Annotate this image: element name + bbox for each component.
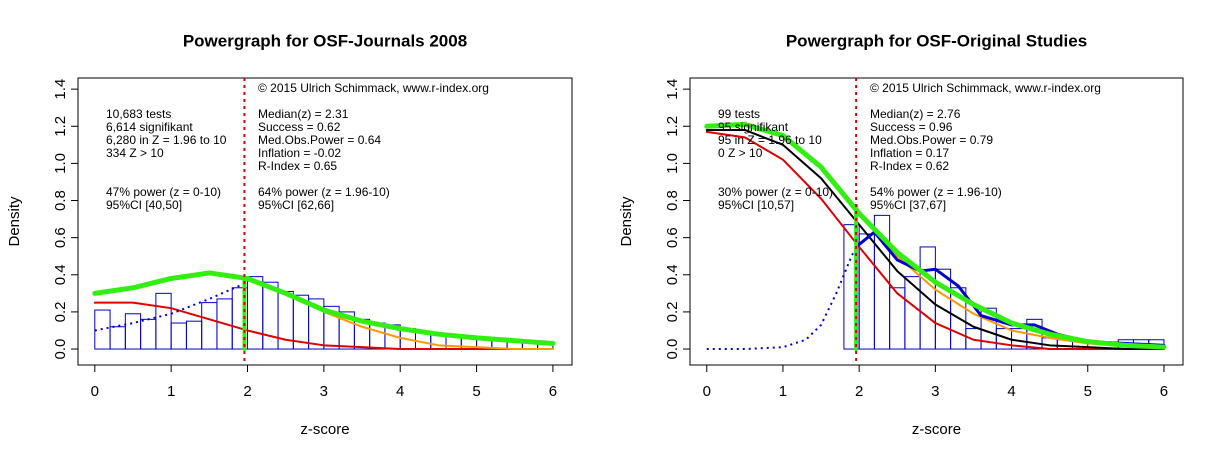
x-tick-label: 4 <box>1007 383 1015 400</box>
y-tick-label: 0.4 <box>664 264 681 285</box>
note-left: 10,683 tests <box>106 107 171 121</box>
note-right: 95%CI [37,67] <box>870 198 946 212</box>
note-left: 95 signifikant <box>718 120 789 134</box>
copyright: © 2015 Ulrich Schimmack, www.r-index.org <box>870 81 1101 95</box>
x-tick-label: 3 <box>931 383 939 400</box>
note-left: 334 Z > 10 <box>106 146 164 160</box>
note-left: 6,614 signifikant <box>106 120 193 134</box>
histogram-bar <box>170 322 187 350</box>
x-tick-label: 1 <box>779 383 787 400</box>
density-curve <box>705 128 1165 351</box>
y-tick-label: 0.2 <box>664 301 681 322</box>
y-axis-label: Density <box>6 196 23 247</box>
note-right: Med.Obs.Power = 0.79 <box>870 133 993 147</box>
density-curve <box>93 301 554 351</box>
chart-title: Powergraph for OSF-Original Studies <box>786 31 1087 50</box>
note-right: Inflation = 0.17 <box>870 146 949 160</box>
note-left: 0 Z > 10 <box>718 146 763 160</box>
x-tick-label: 2 <box>855 383 863 400</box>
histogram-bar <box>124 313 142 350</box>
note-left: 47% power (z = 0-10) <box>106 185 221 199</box>
y-tick-label: 0.0 <box>664 339 681 360</box>
note-right: Median(z) = 2.76 <box>870 107 961 121</box>
density-curve <box>92 270 556 346</box>
chart-panel: Powergraph for OSF-Original Studies z-sco… <box>618 31 1184 438</box>
density-curve <box>705 130 1165 351</box>
note-left: 95%CI [10,57] <box>718 198 794 212</box>
histogram-bar <box>873 214 891 350</box>
histogram-bar <box>140 318 157 350</box>
y-tick-label: 1.0 <box>664 153 681 174</box>
y-tick-label: 0.8 <box>664 190 681 211</box>
x-tick-label: 5 <box>472 383 480 400</box>
note-right: Success = 0.96 <box>870 120 953 134</box>
y-tick-label: 0.6 <box>52 227 69 248</box>
y-tick-label: 1.2 <box>664 116 681 137</box>
x-axis-label: z-score <box>300 421 349 438</box>
x-tick-label: 6 <box>549 383 557 400</box>
x-tick-label: 4 <box>396 383 404 400</box>
x-tick-label: 3 <box>320 383 328 400</box>
y-tick-label: 1.0 <box>52 153 69 174</box>
x-tick-label: 0 <box>703 383 711 400</box>
note-right: 64% power (z = 1.96-10) <box>258 185 390 199</box>
y-tick-label: 0.8 <box>52 190 69 211</box>
histogram-bar <box>201 302 218 350</box>
y-tick-label: 1.2 <box>52 116 69 137</box>
density-curve <box>704 121 1167 350</box>
chart-title: Powergraph for OSF-Journals 2008 <box>183 31 467 50</box>
histogram-bar <box>109 326 126 350</box>
note-left: 99 tests <box>718 107 760 121</box>
note-left: 95 in Z = 1.96 to 10 <box>718 133 822 147</box>
histogram-bar <box>185 320 203 350</box>
histogram-bar <box>155 292 172 350</box>
note-left: 95%CI [40,50] <box>106 198 182 212</box>
y-tick-label: 1.4 <box>664 79 681 100</box>
y-tick-label: 0.0 <box>52 339 69 360</box>
y-tick-label: 0.2 <box>52 301 69 322</box>
note-left: 6,280 in Z = 1.96 to 10 <box>106 133 227 147</box>
plot-box <box>689 77 1184 366</box>
note-right: Success = 0.62 <box>258 120 341 134</box>
note-right: R-Index = 0.62 <box>870 159 949 173</box>
note-right: 54% power (z = 1.96-10) <box>870 185 1002 199</box>
plot-box <box>77 77 573 366</box>
y-tick-label: 0.6 <box>664 227 681 248</box>
chart-panel: Powergraph for OSF-Journals 2008 z-score D… <box>6 31 573 438</box>
x-axis-label: z-score <box>912 421 961 438</box>
histogram-bar <box>247 276 264 350</box>
x-tick-label: 1 <box>167 383 175 400</box>
x-tick-label: 6 <box>1160 383 1168 400</box>
y-tick-label: 1.4 <box>52 79 69 100</box>
density-curve <box>94 281 248 332</box>
x-tick-label: 2 <box>243 383 251 400</box>
note-right: Median(z) = 2.31 <box>258 107 349 121</box>
histogram-bar <box>904 276 921 350</box>
note-right: Inflation = -0.02 <box>258 146 341 160</box>
y-tick-label: 0.4 <box>52 264 69 285</box>
note-right: R-Index = 0.65 <box>258 159 337 173</box>
y-axis-label: Density <box>618 196 635 247</box>
copyright: © 2015 Ulrich Schimmack, www.r-index.org <box>258 81 489 95</box>
note-left: 30% power (z = 0-10) <box>718 185 833 199</box>
density-curve <box>706 240 861 351</box>
note-right: 95%CI [62,66] <box>258 198 334 212</box>
x-tick-label: 5 <box>1084 383 1092 400</box>
note-right: Med.Obs.Power = 0.64 <box>258 133 381 147</box>
histogram-bar <box>262 281 279 350</box>
x-tick-label: 0 <box>91 383 99 400</box>
